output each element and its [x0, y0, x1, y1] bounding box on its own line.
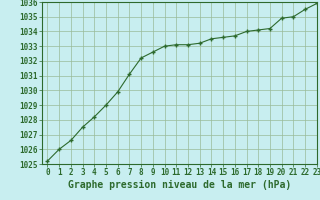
X-axis label: Graphe pression niveau de la mer (hPa): Graphe pression niveau de la mer (hPa) [68, 180, 291, 190]
